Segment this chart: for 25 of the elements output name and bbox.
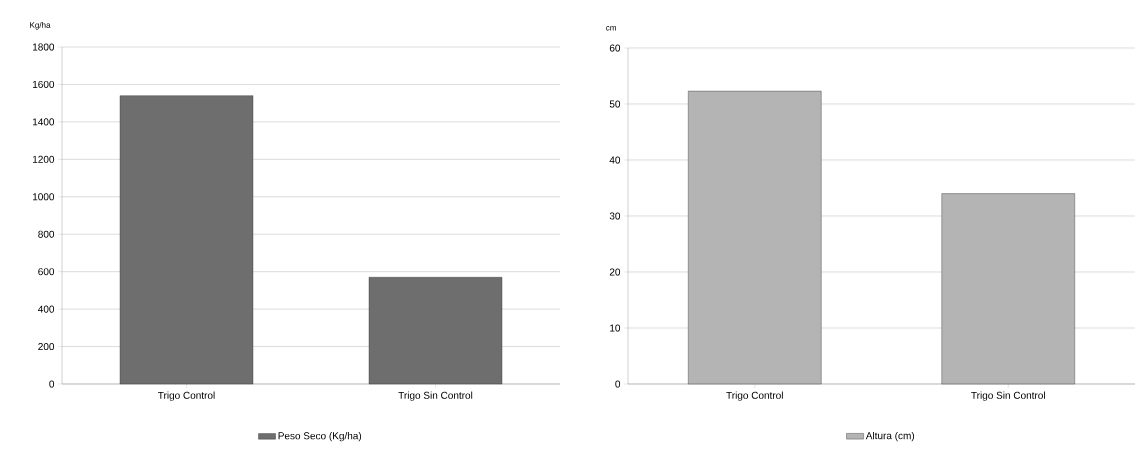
x-tick-label: Trigo Sin Control [971, 391, 1045, 401]
y-tick-label: 800 [38, 230, 55, 238]
y-tick-label: 0 [615, 380, 621, 388]
y-axis-title: cm [606, 26, 616, 31]
y-tick-label: 0 [49, 380, 55, 388]
y-axis-title: Kg/ha [30, 22, 51, 30]
legend-label: Altura (cm) [865, 431, 915, 442]
y-tick-label: 20 [609, 268, 621, 276]
y-tick-label: 60 [609, 44, 621, 52]
x-tick-label: Trigo Control [726, 391, 783, 401]
y-tick-label: 30 [609, 212, 621, 220]
x-tick-label: Trigo Sin Control [398, 391, 473, 401]
y-tick-label: 1600 [32, 80, 55, 88]
y-tick-label: 40 [609, 156, 621, 164]
y-tick-label: 1400 [32, 118, 55, 126]
legend-label: Peso Seco (Kg/ha) [278, 432, 362, 442]
y-tick-label: 200 [38, 343, 55, 351]
y-tick-label: 1200 [32, 155, 55, 163]
x-tick-label: Trigo Control [158, 391, 215, 401]
y-tick-label: 1800 [32, 43, 55, 51]
y-tick-label: 1000 [32, 193, 55, 201]
y-tick-label: 600 [38, 268, 55, 276]
y-tick-label: 50 [609, 100, 621, 108]
y-tick-label: 400 [38, 305, 55, 313]
y-tick-label: 10 [610, 324, 621, 332]
